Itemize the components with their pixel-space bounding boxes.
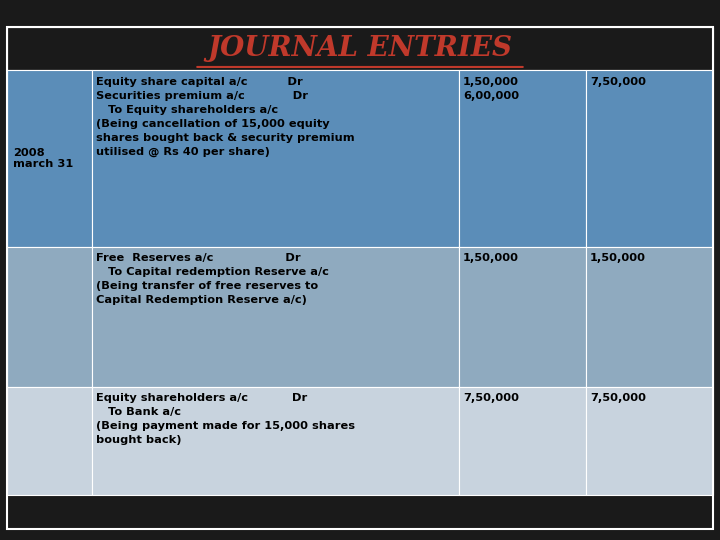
Bar (7, 27, 713, 70)
Bar (459, 387, 586, 495)
Text: 7,50,000: 7,50,000 (590, 393, 646, 403)
Bar (586, 247, 713, 387)
Text: JOURNAL ENTRIES: JOURNAL ENTRIES (207, 35, 513, 62)
Bar (7, 387, 92, 495)
Bar (586, 387, 713, 495)
Bar (586, 70, 713, 247)
Bar (459, 70, 586, 247)
Bar (7, 247, 92, 387)
Text: Equity shareholders a/c           Dr
   To Bank a/c
(Being payment made for 15,0: Equity shareholders a/c Dr To Bank a/c (… (96, 393, 355, 446)
Text: Equity share capital a/c          Dr
Securities premium a/c            Dr
   To : Equity share capital a/c Dr Securities p… (96, 77, 355, 157)
Bar (92, 387, 459, 495)
Text: 1,50,000: 1,50,000 (590, 253, 646, 264)
Text: 7,50,000: 7,50,000 (590, 77, 646, 87)
Text: Free  Reserves a/c                  Dr
   To Capital redemption Reserve a/c
(Bei: Free Reserves a/c Dr To Capital redempti… (96, 253, 329, 306)
Text: 1,50,000
6,00,000: 1,50,000 6,00,000 (463, 77, 519, 100)
Bar (92, 70, 459, 247)
Bar (459, 247, 586, 387)
Bar (7, 70, 92, 247)
Bar (92, 247, 459, 387)
Text: 7,50,000: 7,50,000 (463, 393, 519, 403)
Text: 2008
march 31: 2008 march 31 (13, 148, 73, 170)
Text: 1,50,000: 1,50,000 (463, 253, 519, 264)
